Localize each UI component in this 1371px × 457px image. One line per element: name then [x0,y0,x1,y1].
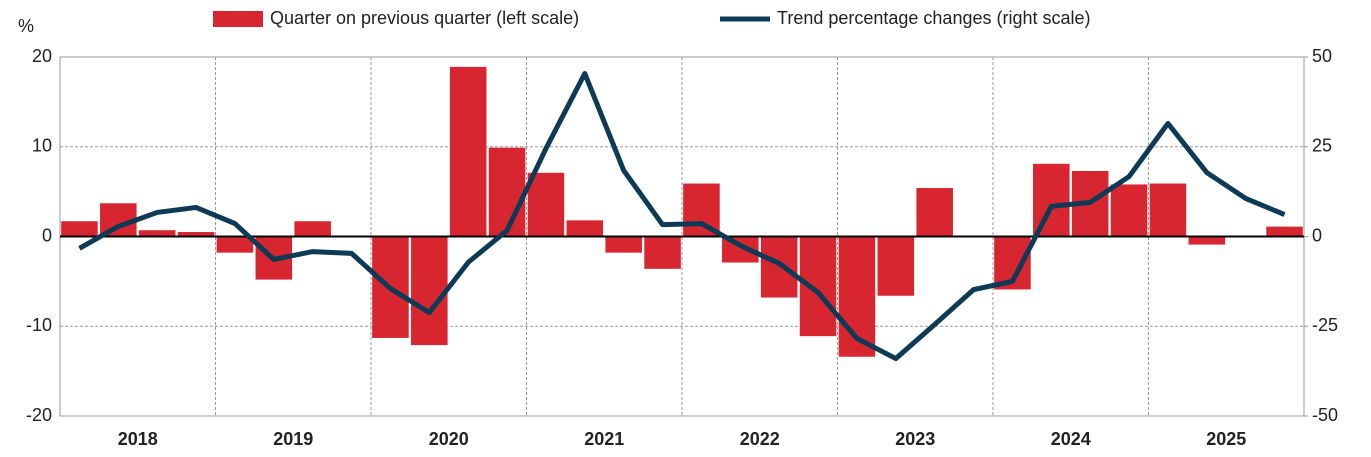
trend-line [78,71,1286,362]
bar [1149,183,1187,237]
x-tick-label: 2019 [273,429,313,449]
bar [1033,163,1070,237]
y2-tick-label: 50 [1312,46,1332,66]
bar [644,236,681,269]
bar [294,221,331,237]
y2-tick-label: 25 [1312,136,1332,156]
bar [449,66,487,237]
bar [177,232,215,237]
bar [916,188,953,237]
bar [488,147,526,237]
y-tick-label: -20 [26,405,52,425]
x-tick-label: 2020 [429,429,469,449]
bar [216,236,254,253]
legend-label: Quarter on previous quarter (left scale) [270,8,579,28]
y-tick-label: 20 [32,46,52,66]
bar [1188,236,1226,245]
bar [877,236,915,296]
x-tick-label: 2025 [1206,429,1246,449]
y2-tick-label: 0 [1312,225,1322,245]
bar [1266,226,1303,237]
bar [411,236,448,346]
legend-swatch [213,11,263,27]
bar [61,221,98,237]
y-tick-label: 10 [32,136,52,156]
bar [138,230,176,237]
y2-tick-label: -50 [1312,405,1338,425]
y-tick-label: 0 [42,225,52,245]
x-tick-label: 2021 [584,429,624,449]
x-tick-label: 2023 [895,429,935,449]
bar [605,236,642,253]
bar [760,236,798,298]
bar [527,172,565,237]
y-tick-label: -10 [26,315,52,335]
x-tick-label: 2018 [118,429,158,449]
y2-tick-label: -25 [1312,315,1338,335]
bar [799,236,837,337]
bar [566,220,604,237]
y-axis-label: % [18,16,34,36]
x-tick-label: 2022 [740,429,780,449]
x-tick-label: 2024 [1051,429,1091,449]
bar [1110,184,1148,237]
legend-label: Trend percentage changes (right scale) [777,8,1091,28]
